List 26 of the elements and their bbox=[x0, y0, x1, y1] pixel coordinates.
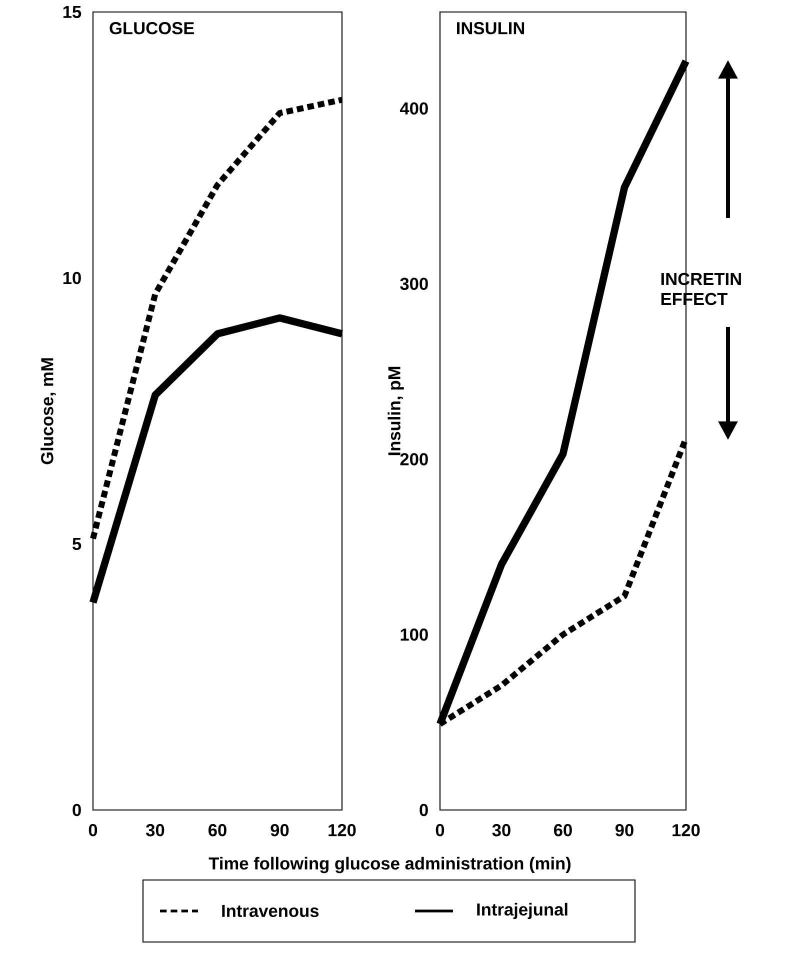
x-tick-label: 90 bbox=[270, 824, 289, 836]
y-tick-label: 0 bbox=[420, 804, 428, 816]
y-tick-label: 300 bbox=[400, 278, 428, 290]
x-tick-label: 60 bbox=[208, 824, 226, 836]
x-tick-label: 30 bbox=[146, 824, 164, 836]
x-tick-label: 120 bbox=[328, 824, 356, 836]
y-tick-label: 400 bbox=[400, 102, 428, 115]
legend-label: Intrajejunal bbox=[477, 902, 568, 920]
y-tick-label: 15 bbox=[63, 6, 82, 18]
y-tick-label: 5 bbox=[72, 538, 82, 550]
y-axis-title: Insulin, pM bbox=[388, 366, 404, 456]
chart-title: INSULIN bbox=[457, 22, 524, 34]
x-tick-label: 30 bbox=[492, 824, 510, 836]
y-tick-label: 10 bbox=[63, 272, 81, 284]
x-tick-label: 90 bbox=[615, 824, 634, 836]
x-tick-label: 120 bbox=[672, 824, 700, 836]
y-tick-label: 0 bbox=[72, 804, 81, 816]
x-axis-title: Time following glucose administration (min) bbox=[208, 856, 571, 874]
x-tick-label: 60 bbox=[554, 824, 572, 836]
y-tick-label: 100 bbox=[400, 628, 428, 641]
legend-label: Intravenous bbox=[222, 904, 319, 918]
x-tick-label: 0 bbox=[436, 824, 444, 836]
chart-title: GLUCOSE bbox=[110, 22, 194, 34]
y-axis-title: Glucose, mM bbox=[40, 358, 56, 464]
x-tick-label: 0 bbox=[88, 824, 98, 836]
y-tick-label: 200 bbox=[400, 453, 428, 466]
